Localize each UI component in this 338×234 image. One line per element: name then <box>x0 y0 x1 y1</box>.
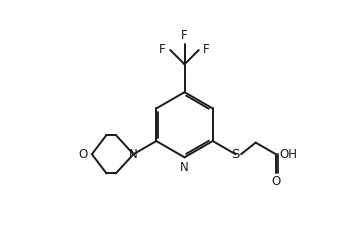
Text: N: N <box>180 161 189 174</box>
Text: O: O <box>78 148 88 161</box>
Text: F: F <box>181 29 188 42</box>
Text: N: N <box>129 148 138 161</box>
Text: OH: OH <box>280 148 297 161</box>
Text: F: F <box>203 43 210 56</box>
Text: F: F <box>159 43 166 56</box>
Text: O: O <box>271 175 281 188</box>
Text: S: S <box>231 148 240 161</box>
